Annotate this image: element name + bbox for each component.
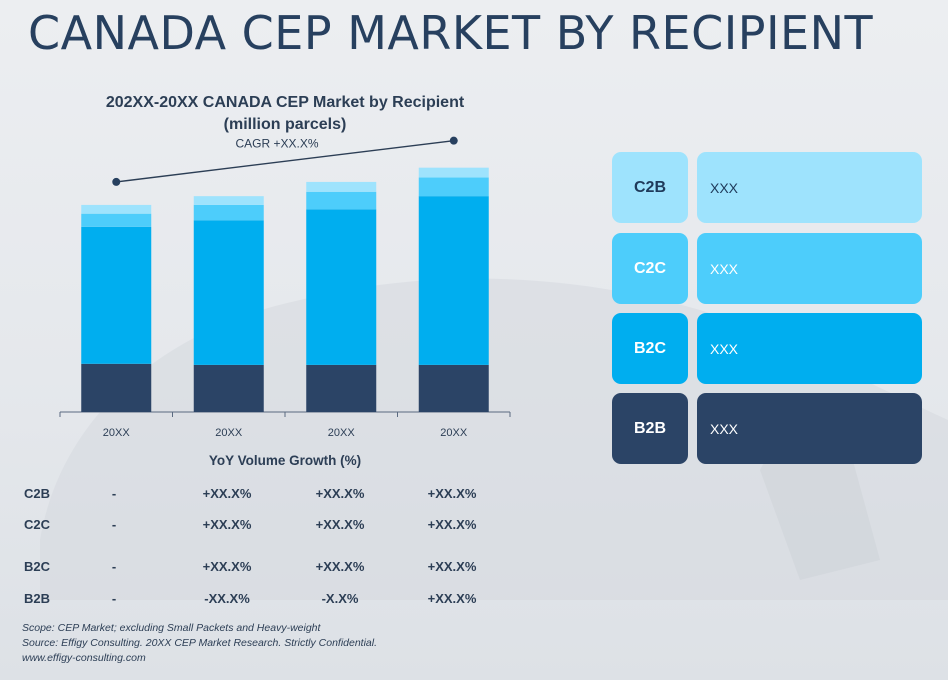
yoy-cell: +XX.X% (202, 486, 252, 501)
legend-key: C2C (612, 233, 688, 304)
legend-key: C2B (612, 152, 688, 223)
yoy-cell: +XX.X% (427, 591, 477, 606)
cagr-end-dot (449, 136, 458, 145)
yoy-cell: - (111, 517, 117, 532)
bar-segment-b2b (306, 364, 377, 412)
yoy-cell: +XX.X% (202, 559, 252, 574)
yoy-cell: -XX.X% (204, 591, 250, 606)
bar-segment-b2c (193, 220, 264, 365)
legend-item-b2b: B2B XXX (612, 393, 922, 464)
legend-item-b2c: B2C XXX (612, 313, 922, 384)
yoy-cell: - (111, 559, 117, 574)
x-tick-label: 20XX (215, 427, 243, 439)
bar-segment-b2c (418, 196, 489, 365)
legend-item-c2c: C2C XXX (612, 233, 922, 304)
footer: Scope: CEP Market; excluding Small Packe… (22, 621, 377, 666)
bar-segment-b2b (81, 363, 152, 412)
yoy-row-label: C2C (24, 517, 51, 532)
yoy-cell: +XX.X% (427, 486, 477, 501)
yoy-cell: - (111, 591, 117, 606)
yoy-cell: +XX.X% (315, 559, 365, 574)
cagr-line (116, 139, 454, 183)
footer-website: www.effigy-consulting.com (22, 652, 146, 664)
bar-segment-c2b (193, 196, 264, 205)
x-tick-label: 20XX (328, 427, 356, 439)
chart-title-line-1: 202XX-20XX CANADA CEP Market by Recipien… (105, 94, 465, 111)
yoy-cell: +XX.X% (202, 517, 252, 532)
bar-segment-c2c (193, 204, 264, 221)
legend-value: XXX (697, 393, 922, 464)
x-tick-label: 20XX (103, 427, 131, 439)
yoy-cell: +XX.X% (427, 559, 477, 574)
bar-segment-c2c (418, 177, 489, 197)
footer-source: Source: Effigy Consulting. 20XX CEP Mark… (22, 637, 378, 649)
yoy-cell: - (111, 486, 117, 501)
bar-segment-c2b (306, 181, 377, 192)
cagr-label: CAGR +XX.X% (235, 136, 318, 150)
yoy-row-label: B2C (24, 559, 51, 574)
yoy-cell: +XX.X% (315, 517, 365, 532)
bar-segment-b2b (193, 364, 264, 412)
footer-scope: Scope: CEP Market; excluding Small Packe… (22, 622, 321, 634)
yoy-row-c2c: C2C - +XX.X% +XX.X% +XX.X% (0, 517, 560, 537)
bar-segment-c2b (418, 167, 489, 178)
legend-value: XXX (697, 233, 922, 304)
bar-segment-b2c (81, 226, 152, 364)
yoy-cell: +XX.X% (427, 517, 477, 532)
legend-value: XXX (697, 313, 922, 384)
bar-segment-c2b (81, 204, 152, 214)
yoy-row-label: B2B (24, 591, 51, 606)
chart-title-line-2: (million parcels) (223, 116, 347, 133)
stacked-bar-chart: 20XX 20XX 20XX 20XX CAGR +XX.X% (59, 136, 511, 439)
bar-segment-b2b (418, 364, 489, 412)
bar-segment-b2c (306, 209, 377, 365)
yoy-growth-title: YoY Volume Growth (%) (208, 453, 362, 468)
page-title: CANADA CEP MARKET BY RECIPIENT (28, 6, 874, 60)
legend-value: XXX (697, 152, 922, 223)
legend-key: B2B (612, 393, 688, 464)
legend-item-c2b: C2B XXX (612, 152, 922, 223)
bar-segment-c2c (306, 191, 377, 210)
cagr-start-dot (112, 177, 121, 186)
yoy-cell: -X.X% (321, 591, 359, 606)
x-tick-label: 20XX (440, 427, 468, 439)
bar-segment-c2c (81, 213, 152, 227)
chart-title: 202XX-20XX CANADA CEP Market by Recipien… (40, 92, 530, 136)
yoy-row-label: C2B (24, 486, 51, 501)
legend-key: B2C (612, 313, 688, 384)
yoy-row-b2b: B2B - -XX.X% -X.X% +XX.X% (0, 591, 560, 611)
yoy-row-b2c: B2C - +XX.X% +XX.X% +XX.X% (0, 559, 560, 579)
yoy-row-c2b: C2B - +XX.X% +XX.X% +XX.X% (0, 486, 560, 506)
yoy-cell: +XX.X% (315, 486, 365, 501)
